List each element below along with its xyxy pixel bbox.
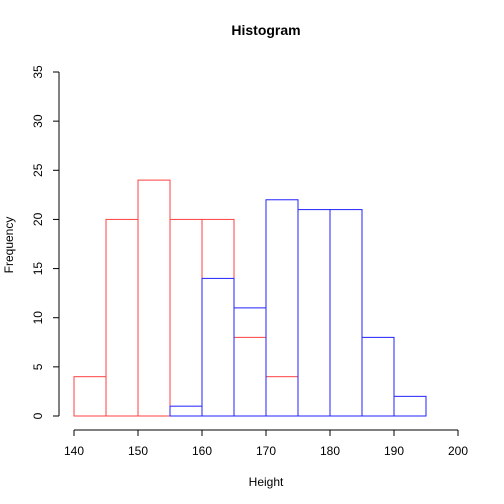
histogram-bar-series-1-bin-1	[73, 376, 107, 417]
x-tick-label: 150	[128, 444, 148, 458]
y-axis: 0 5 10 15 20 25 30 35	[31, 65, 60, 419]
y-tick-label: 15	[31, 262, 45, 276]
histogram-bar-series-1-bin-3	[137, 179, 171, 417]
y-tick-label: 25	[31, 163, 45, 177]
x-tick-label: 200	[448, 444, 468, 458]
histogram-bar-series-2-bin-3	[233, 307, 267, 417]
histogram-bar-series-2-bin-6	[329, 209, 363, 417]
histogram-bar-series-2-bin-2	[201, 277, 235, 417]
histogram-bar-series-1-bin-7	[265, 376, 299, 417]
x-tick-label: 140	[64, 444, 84, 458]
x-axis-label: Height	[249, 475, 284, 489]
x-axis: 140 150 160 170 180 190 200	[64, 429, 468, 458]
histogram-bar-series-2-bin-5	[297, 209, 331, 417]
x-tick-label: 190	[384, 444, 404, 458]
y-tick-label: 35	[31, 65, 45, 79]
histogram-bar-series-1-bin-4	[169, 218, 203, 417]
histogram-bar-series-1-bin-6	[233, 336, 267, 417]
y-tick-label: 30	[31, 114, 45, 128]
x-tick-label: 160	[192, 444, 212, 458]
histogram-bar-series-2-bin-8	[393, 395, 427, 417]
x-tick-label: 180	[320, 444, 340, 458]
histogram-bar-series-1-bin-5	[201, 218, 235, 417]
y-tick-label: 0	[31, 412, 45, 419]
y-tick-label: 10	[31, 311, 45, 325]
x-tick-label: 170	[256, 444, 276, 458]
histogram-bar-series-2-bin-7	[361, 336, 395, 417]
y-axis-label: Frequency	[2, 217, 16, 274]
histogram-bar-series-2-bin-4	[265, 199, 299, 417]
chart-title: Histogram	[231, 22, 300, 38]
histogram-bar-series-2-bin-1	[169, 405, 203, 417]
y-tick-label: 20	[31, 212, 45, 226]
y-tick-label: 5	[31, 363, 45, 370]
bars-layer	[73, 179, 427, 417]
histogram-bar-series-1-bin-2	[105, 218, 139, 417]
